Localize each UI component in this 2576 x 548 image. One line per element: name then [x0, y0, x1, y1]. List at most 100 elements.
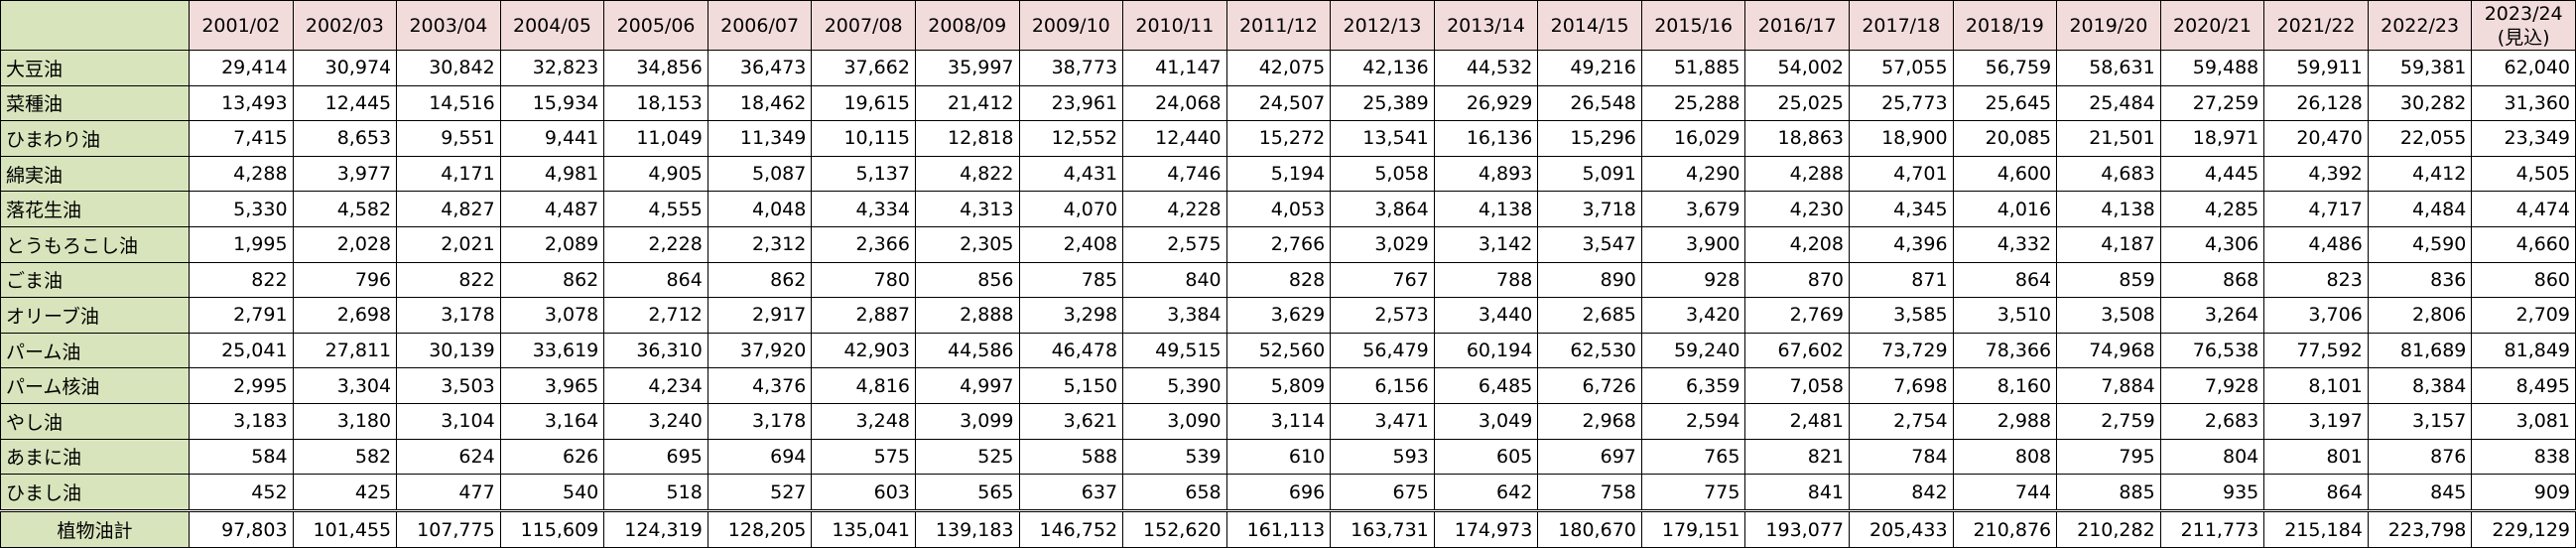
table-cell: 582 [292, 438, 398, 476]
table-cell: 864 [1952, 261, 2058, 299]
table-cell: 3,157 [2367, 402, 2473, 440]
table-cell: 3,547 [1537, 225, 1642, 263]
table-cell: 6,359 [1640, 367, 1746, 404]
table-cell: 4,285 [2159, 191, 2265, 227]
table-cell: 32,823 [499, 50, 605, 86]
table-cell: 51,885 [1640, 50, 1746, 86]
table-cell: 525 [914, 438, 1020, 476]
table-cell: 41,147 [1122, 50, 1227, 86]
table-cell: 56,479 [1330, 332, 1435, 369]
table-cell: 8,101 [2263, 367, 2369, 404]
table-cell: 780 [811, 261, 916, 299]
table-cell: 4,345 [1849, 191, 1954, 227]
table-cell: 862 [707, 261, 813, 299]
header-row: 2001/02 2002/03 2003/04 2004/05 2005/06 2006/… [0, 0, 2576, 51]
table-cell: 59,911 [2263, 50, 2369, 86]
table-cell: 58,631 [2056, 50, 2161, 86]
table-cell: 30,842 [396, 50, 501, 86]
year-header: 2017/18 [1849, 0, 1954, 51]
table-cell: 4,701 [1849, 155, 1954, 193]
row-label: 菜種油 [0, 84, 190, 122]
table-row: オリーブ油 2,791 2,698 3,178 3,078 2,712 2,917 2,887… [0, 297, 2576, 334]
table-cell: 2,988 [1952, 402, 2058, 440]
row-label: パーム油 [0, 332, 190, 369]
table-cell: 4,138 [1433, 191, 1539, 227]
table-cell: 19,615 [811, 84, 916, 122]
table-cell: 935 [2159, 474, 2265, 511]
table-cell: 2,594 [1640, 402, 1746, 440]
table-cell: 10,115 [811, 120, 916, 157]
table-cell: 25,288 [1640, 84, 1746, 122]
table-cell: 37,662 [811, 50, 916, 86]
table-cell: 20,470 [2263, 120, 2369, 157]
table-cell: 2,683 [2159, 402, 2265, 440]
table-cell: 15,296 [1537, 120, 1642, 157]
row-label: あまに油 [0, 438, 190, 476]
table-cell: 3,164 [499, 402, 605, 440]
table-cell: 2,228 [603, 225, 708, 263]
table-cell: 5,194 [1225, 155, 1332, 193]
table-cell: 2,089 [499, 225, 605, 263]
table-cell: 3,471 [1330, 402, 1435, 440]
table-body: 大豆油 29,414 30,974 30,842 32,823 34,856 36,473 3… [0, 50, 2576, 548]
table-cell: 37,920 [707, 332, 813, 369]
table-cell: 862 [499, 261, 605, 299]
table-cell: 7,698 [1849, 367, 1954, 404]
table-cell: 35,997 [914, 50, 1020, 86]
table-cell: 775 [1640, 474, 1746, 511]
table-cell: 4,487 [499, 191, 605, 227]
table-cell: 8,653 [292, 120, 398, 157]
table-cell: 841 [1744, 474, 1850, 511]
table-cell: 81,849 [2471, 332, 2576, 369]
table-cell: 624 [396, 438, 501, 476]
row-label: とうもろこし油 [0, 225, 190, 263]
table-cell: 34,856 [603, 50, 708, 86]
table-cell: 7,415 [189, 120, 294, 157]
table-cell: 21,501 [2056, 120, 2161, 157]
table-cell: 540 [499, 474, 605, 511]
table-cell: 9,441 [499, 120, 605, 157]
table-cell: 3,142 [1433, 225, 1539, 263]
table-cell: 3,029 [1330, 225, 1435, 263]
table-cell: 3,304 [292, 367, 398, 404]
year-header: 2021/22 [2263, 0, 2369, 51]
table-cell: 54,002 [1744, 50, 1850, 86]
year-header: 2022/23 [2367, 0, 2473, 51]
table-cell: 784 [1849, 438, 1954, 476]
table-cell: 42,903 [811, 332, 916, 369]
table-cell: 2,766 [1225, 225, 1332, 263]
table-cell: 3,384 [1122, 297, 1227, 334]
table-cell: 2,995 [189, 367, 294, 404]
table-cell: 25,389 [1330, 84, 1435, 122]
table-cell: 4,816 [811, 367, 916, 404]
table-cell: 3,081 [2471, 402, 2576, 440]
table-cell: 8,384 [2367, 367, 2473, 404]
row-label: ひまわり油 [0, 120, 190, 157]
table-cell: 49,515 [1122, 332, 1227, 369]
table-cell: 161,113 [1225, 509, 1332, 548]
year-header: 2007/08 [811, 0, 916, 51]
table-cell: 658 [1122, 474, 1227, 511]
table-cell: 78,366 [1952, 332, 2058, 369]
table-cell: 49,216 [1537, 50, 1642, 86]
table-cell: 821 [1744, 438, 1850, 476]
row-label: やし油 [0, 402, 190, 440]
table-cell: 4,016 [1952, 191, 2058, 227]
table-cell: 46,478 [1018, 332, 1124, 369]
table-cell: 2,312 [707, 225, 813, 263]
table-cell: 36,473 [707, 50, 813, 86]
table-cell: 828 [1225, 261, 1332, 299]
table-cell: 3,718 [1537, 191, 1642, 227]
table-cell: 836 [2367, 261, 2473, 299]
table-cell: 744 [1952, 474, 2058, 511]
table-cell: 4,981 [499, 155, 605, 193]
table-cell: 864 [603, 261, 708, 299]
table-cell: 4,332 [1952, 225, 2058, 263]
table-cell: 4,827 [396, 191, 501, 227]
table-cell: 223,798 [2367, 509, 2473, 548]
table-cell: 30,974 [292, 50, 398, 86]
table-cell: 845 [2367, 474, 2473, 511]
table-cell: 13,493 [189, 84, 294, 122]
table-cell: 57,055 [1849, 50, 1954, 86]
